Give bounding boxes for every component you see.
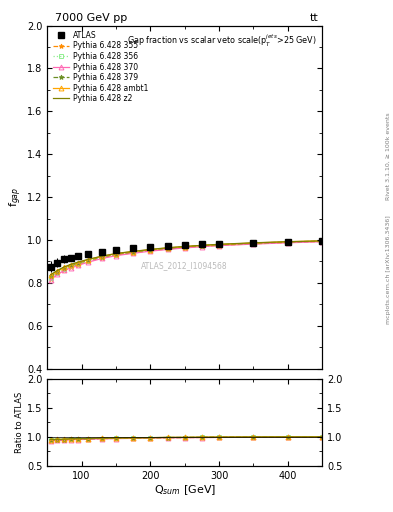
X-axis label: Q$_{sum}$ [GeV]: Q$_{sum}$ [GeV] — [154, 483, 216, 497]
Text: Rivet 3.1.10, ≥ 100k events: Rivet 3.1.10, ≥ 100k events — [386, 113, 391, 200]
Text: mcplots.cern.ch [arXiv:1306.3436]: mcplots.cern.ch [arXiv:1306.3436] — [386, 215, 391, 324]
Legend: ATLAS, Pythia 6.428 355, Pythia 6.428 356, Pythia 6.428 370, Pythia 6.428 379, P: ATLAS, Pythia 6.428 355, Pythia 6.428 35… — [51, 29, 150, 104]
Y-axis label: f$_{gap}$: f$_{gap}$ — [8, 187, 24, 207]
Text: Gap fraction vs scalar veto scale(p$_T^{jets}$>25 GeV): Gap fraction vs scalar veto scale(p$_T^{… — [127, 32, 317, 49]
Y-axis label: Ratio to ATLAS: Ratio to ATLAS — [15, 392, 24, 453]
Text: 7000 GeV pp: 7000 GeV pp — [55, 13, 127, 23]
Text: tt: tt — [310, 13, 318, 23]
Text: ATLAS_2012_I1094568: ATLAS_2012_I1094568 — [141, 261, 228, 270]
